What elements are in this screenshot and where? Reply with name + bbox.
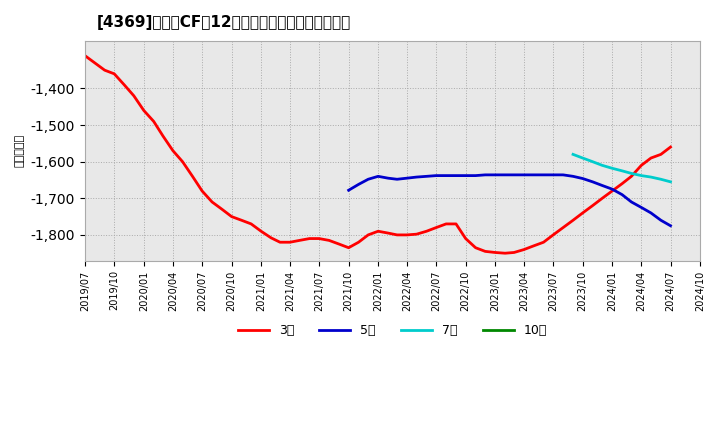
Legend: 3年, 5年, 7年, 10年: 3年, 5年, 7年, 10年	[233, 319, 552, 342]
Line: 5年: 5年	[348, 175, 670, 226]
Line: 3年: 3年	[85, 55, 670, 253]
Text: [4369]　投賄CFだ12か月移動合計の平均値の推移: [4369] 投賄CFだ12か月移動合計の平均値の推移	[97, 15, 351, 30]
Line: 7年: 7年	[573, 154, 670, 182]
Y-axis label: （百万円）: （百万円）	[15, 134, 25, 167]
